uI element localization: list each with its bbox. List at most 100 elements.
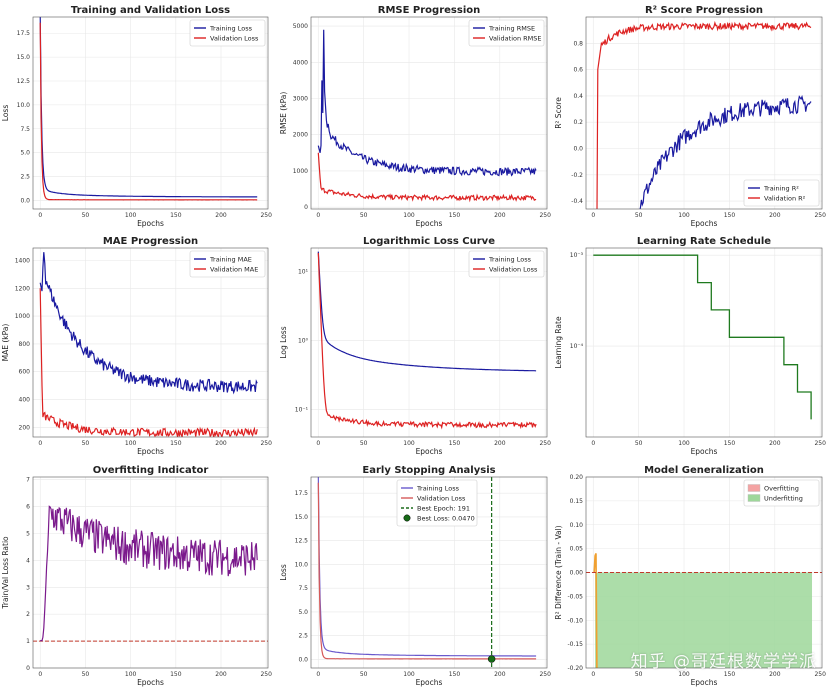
series-line — [317, 29, 537, 177]
y-tick-label: 0.00 — [570, 570, 584, 577]
axes-frame — [585, 16, 823, 210]
chart-title: Training and Validation Loss — [71, 5, 230, 16]
plot-area — [39, 17, 258, 201]
y-tick-label: 600 — [19, 369, 31, 376]
legend-box — [396, 479, 478, 527]
axes-frame — [32, 476, 269, 669]
axes-frame — [585, 247, 823, 438]
legend: Training R² Validation R² — [743, 179, 820, 207]
x-tick-label: 100 — [403, 212, 415, 219]
x-tick-label: 150 — [170, 212, 182, 219]
x-tick-label: 200 — [494, 440, 506, 447]
x-axis-label: Epochs — [137, 447, 164, 456]
x-tick-label: 250 — [260, 671, 272, 678]
x-tick-label: 50 — [82, 671, 90, 678]
x-tick-label: 100 — [678, 212, 690, 219]
x-tick-label: 200 — [494, 671, 506, 678]
x-tick-label: 200 — [215, 212, 227, 219]
y-tick-label: 1200 — [15, 285, 30, 292]
x-tick-label: 250 — [260, 440, 272, 447]
legend: Training RMSE Validation RMSE — [468, 19, 545, 47]
legend: Training Loss Validation Loss — [468, 250, 545, 278]
x-axis-label: Epochs — [416, 219, 443, 228]
x-axis-label: Epochs — [137, 219, 164, 228]
y-tick-label: 12.5 — [295, 538, 309, 545]
y-tick-label: 800 — [19, 341, 31, 348]
x-tick-label: 0 — [38, 212, 42, 219]
x-tick-label: 200 — [215, 671, 227, 678]
y-tick-label: 200 — [19, 424, 31, 431]
chart-title: Logarithmic Loss Curve — [363, 236, 495, 247]
chart-title: R² Score Progression — [645, 5, 763, 16]
r2-difference-line — [593, 553, 598, 668]
legend-label: Training MAE — [209, 255, 252, 263]
y-tick-label: -0.15 — [567, 641, 583, 648]
y-tick-label: 4000 — [293, 59, 308, 66]
x-tick-label: 250 — [814, 212, 826, 219]
legend-box — [468, 19, 545, 47]
x-axis-label: Epochs — [691, 678, 718, 687]
x-tick-label: 0 — [38, 671, 42, 678]
legend-swatch — [747, 484, 761, 492]
x-tick-label: 150 — [449, 440, 461, 447]
x-tick-label: 0 — [316, 440, 320, 447]
y-tick-label: 10⁻⁴ — [570, 343, 584, 350]
x-tick-label: 0 — [591, 671, 595, 678]
series-line — [317, 251, 537, 372]
plot-area — [596, 20, 812, 209]
legend-swatch — [403, 514, 411, 522]
legend-swatch — [747, 494, 761, 502]
best-loss-point — [487, 655, 496, 663]
plot-area — [39, 252, 258, 437]
chart-logloss: Logarithmic Loss Curve 0 50 100 150 200 250 10⁻… — [279, 236, 551, 456]
y-tick-label: 3 — [26, 584, 30, 591]
y-tick-label: 0.0 — [298, 656, 308, 663]
y-tick-label: 0 — [26, 665, 30, 672]
underfitting-area — [595, 572, 813, 668]
y-tick-label: 5 — [26, 530, 30, 537]
x-tick-label: 0 — [316, 212, 320, 219]
chart-r2: R² Score Progression 0 50 100 150 200 250 -0.4 -… — [554, 5, 826, 228]
x-axis-label: Epochs — [416, 447, 443, 456]
y-tick-label: 7.5 — [20, 126, 30, 133]
x-axis-label: Epochs — [691, 219, 718, 228]
y-tick-label: 0.20 — [570, 474, 584, 481]
x-tick-label: 150 — [724, 212, 736, 219]
series-line — [317, 252, 537, 430]
y-tick-label: 10¹ — [298, 269, 309, 276]
x-tick-label: 150 — [724, 440, 736, 447]
x-axis-label: Epochs — [137, 678, 164, 687]
y-tick-label: 0.15 — [570, 498, 584, 505]
x-axis-label: Epochs — [416, 678, 443, 687]
x-tick-label: 50 — [635, 671, 643, 678]
plot-area — [33, 505, 268, 642]
series-line — [39, 22, 258, 201]
y-axis-label: RMSE (kPa) — [279, 92, 288, 135]
chart-mae: MAE Progression 0 50 100 150 200 250 200 400 600 8… — [1, 236, 272, 456]
legend: Training Loss Validation Loss — [189, 19, 266, 47]
y-axis-label: Log Loss — [279, 326, 288, 358]
legend-label: Best Epoch: 191 — [417, 504, 470, 512]
x-tick-label: 250 — [814, 671, 826, 678]
y-tick-label: 15.0 — [295, 514, 309, 521]
y-axis-label: Loss — [279, 564, 288, 581]
series-line — [39, 288, 258, 437]
y-tick-label: 1400 — [15, 258, 30, 265]
y-tick-label: 5.0 — [298, 609, 308, 616]
chart-lr: Learning Rate Schedule 0 50 100 150 200 250 10⁻… — [554, 236, 826, 456]
axes-frame — [310, 16, 548, 210]
x-tick-label: 250 — [539, 671, 551, 678]
x-tick-label: 250 — [539, 212, 551, 219]
y-tick-label: -0.4 — [571, 198, 583, 205]
plot-area — [586, 553, 822, 668]
x-tick-label: 0 — [591, 212, 595, 219]
x-tick-label: 100 — [403, 440, 415, 447]
y-tick-label: 1 — [26, 638, 30, 645]
x-tick-label: 100 — [125, 212, 137, 219]
legend-label: Validation Loss — [210, 34, 259, 42]
legend-label: Training Loss — [488, 255, 532, 263]
x-tick-label: 100 — [678, 671, 690, 678]
series-line — [596, 20, 812, 209]
y-tick-label: 7.5 — [298, 585, 308, 592]
